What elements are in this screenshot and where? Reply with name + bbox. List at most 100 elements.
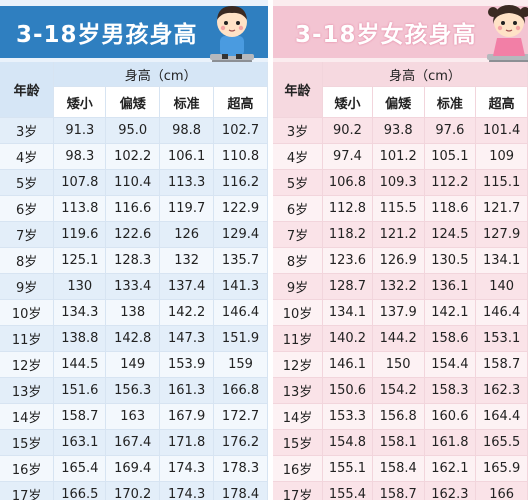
age-cell: 13岁: [0, 377, 55, 404]
below-value-cell: 93.8: [372, 117, 425, 144]
short-value-cell: 163.1: [53, 429, 107, 456]
boys-category-below: 偏矮: [105, 86, 161, 118]
age-cell: 16岁: [273, 455, 324, 482]
short-value-cell: 138.8: [53, 325, 107, 352]
tall-value-cell: 164.4: [475, 403, 528, 430]
age-cell: 17岁: [273, 481, 324, 500]
age-cell: 15岁: [273, 429, 324, 456]
below-value-cell: 163: [105, 403, 161, 430]
boys-unit-header: 身高（cm）: [53, 62, 268, 87]
tall-value-cell: 178.4: [213, 481, 268, 500]
short-value-cell: 118.2: [322, 221, 373, 248]
standard-value-cell: 118.6: [424, 195, 477, 222]
tall-value-cell: 141.3: [213, 273, 268, 300]
short-value-cell: 140.2: [322, 325, 373, 352]
age-cell: 14岁: [0, 403, 55, 430]
short-value-cell: 155.1: [322, 455, 373, 482]
table-row: 7岁 118.2 121.2 124.5 127.9: [273, 221, 528, 248]
short-value-cell: 125.1: [53, 247, 107, 274]
tall-value-cell: 165.9: [475, 455, 528, 482]
age-cell: 10岁: [273, 299, 324, 326]
below-value-cell: 102.2: [105, 143, 161, 170]
age-cell: 11岁: [273, 325, 324, 352]
table-row: 14岁 153.3 156.8 160.6 164.4: [273, 403, 528, 430]
girls-category-standard: 标准: [424, 86, 477, 118]
boys-age-header: 年龄: [0, 62, 55, 118]
tall-value-cell: 159: [213, 351, 268, 378]
tall-value-cell: 172.7: [213, 403, 268, 430]
table-row: 16岁 165.4 169.4 174.3 178.3: [0, 455, 268, 482]
standard-value-cell: 167.9: [159, 403, 215, 430]
standard-value-cell: 142.1: [424, 299, 477, 326]
standard-value-cell: 162.1: [424, 455, 477, 482]
tall-value-cell: 121.7: [475, 195, 528, 222]
tall-value-cell: 127.9: [475, 221, 528, 248]
standard-value-cell: 132: [159, 247, 215, 274]
short-value-cell: 91.3: [53, 117, 107, 144]
boys-title: 3-18岁男孩身高: [16, 22, 198, 48]
age-cell: 8岁: [273, 247, 324, 274]
tall-value-cell: 166: [475, 481, 528, 500]
below-value-cell: 95.0: [105, 117, 161, 144]
girls-category-short: 矮小: [322, 86, 373, 118]
tall-value-cell: 102.7: [213, 117, 268, 144]
below-value-cell: 142.8: [105, 325, 161, 352]
standard-value-cell: 130.5: [424, 247, 477, 274]
girls-age-header: 年龄: [273, 62, 324, 118]
table-row: 5岁 106.8 109.3 112.2 115.1: [273, 169, 528, 196]
standard-value-cell: 171.8: [159, 429, 215, 456]
age-cell: 16岁: [0, 455, 55, 482]
girls-banner: 3-18岁女孩身高: [273, 6, 528, 58]
short-value-cell: 134.1: [322, 299, 373, 326]
below-value-cell: 121.2: [372, 221, 425, 248]
standard-value-cell: 174.3: [159, 481, 215, 500]
table-row: 9岁 130 133.4 137.4 141.3: [0, 273, 268, 300]
girls-title: 3-18岁女孩身高: [295, 22, 477, 48]
below-value-cell: 116.6: [105, 195, 161, 222]
below-value-cell: 169.4: [105, 455, 161, 482]
tall-value-cell: 135.7: [213, 247, 268, 274]
standard-value-cell: 158.6: [424, 325, 477, 352]
table-row: 12岁 144.5 149 153.9 159: [0, 351, 268, 378]
standard-value-cell: 124.5: [424, 221, 477, 248]
short-value-cell: 107.8: [53, 169, 107, 196]
age-cell: 9岁: [0, 273, 55, 300]
table-row: 12岁 146.1 150 154.4 158.7: [273, 351, 528, 378]
short-value-cell: 128.7: [322, 273, 373, 300]
short-value-cell: 155.4: [322, 481, 373, 500]
age-cell: 7岁: [273, 221, 324, 248]
table-row: 8岁 123.6 126.9 130.5 134.1: [273, 247, 528, 274]
short-value-cell: 90.2: [322, 117, 373, 144]
standard-value-cell: 161.3: [159, 377, 215, 404]
girls-category-tall: 超高: [475, 86, 528, 118]
table-row: 11岁 138.8 142.8 147.3 151.9: [0, 325, 268, 352]
age-cell: 12岁: [273, 351, 324, 378]
short-value-cell: 165.4: [53, 455, 107, 482]
table-row: 7岁 119.6 122.6 126 129.4: [0, 221, 268, 248]
table-row: 6岁 113.8 116.6 119.7 122.9: [0, 195, 268, 222]
table-row: 8岁 125.1 128.3 132 135.7: [0, 247, 268, 274]
girls-category-below: 偏矮: [372, 86, 425, 118]
tall-value-cell: 129.4: [213, 221, 268, 248]
table-row: 17岁 155.4 158.7 162.3 166: [273, 481, 528, 500]
standard-value-cell: 161.8: [424, 429, 477, 456]
short-value-cell: 158.7: [53, 403, 107, 430]
below-value-cell: 144.2: [372, 325, 425, 352]
boys-panel: 3-18岁男孩身高 年龄 身高（cm）: [0, 0, 268, 500]
age-cell: 15岁: [0, 429, 55, 456]
below-value-cell: 133.4: [105, 273, 161, 300]
tall-value-cell: 101.4: [475, 117, 528, 144]
tall-value-cell: 166.8: [213, 377, 268, 404]
age-cell: 4岁: [273, 143, 324, 170]
standard-value-cell: 174.3: [159, 455, 215, 482]
short-value-cell: 150.6: [322, 377, 373, 404]
table-row: 16岁 155.1 158.4 162.1 165.9: [273, 455, 528, 482]
tall-value-cell: 146.4: [213, 299, 268, 326]
standard-value-cell: 158.3: [424, 377, 477, 404]
table-row: 17岁 166.5 170.2 174.3 178.4: [0, 481, 268, 500]
tall-value-cell: 158.7: [475, 351, 528, 378]
below-value-cell: 115.5: [372, 195, 425, 222]
short-value-cell: 106.8: [322, 169, 373, 196]
age-cell: 10岁: [0, 299, 55, 326]
below-value-cell: 137.9: [372, 299, 425, 326]
